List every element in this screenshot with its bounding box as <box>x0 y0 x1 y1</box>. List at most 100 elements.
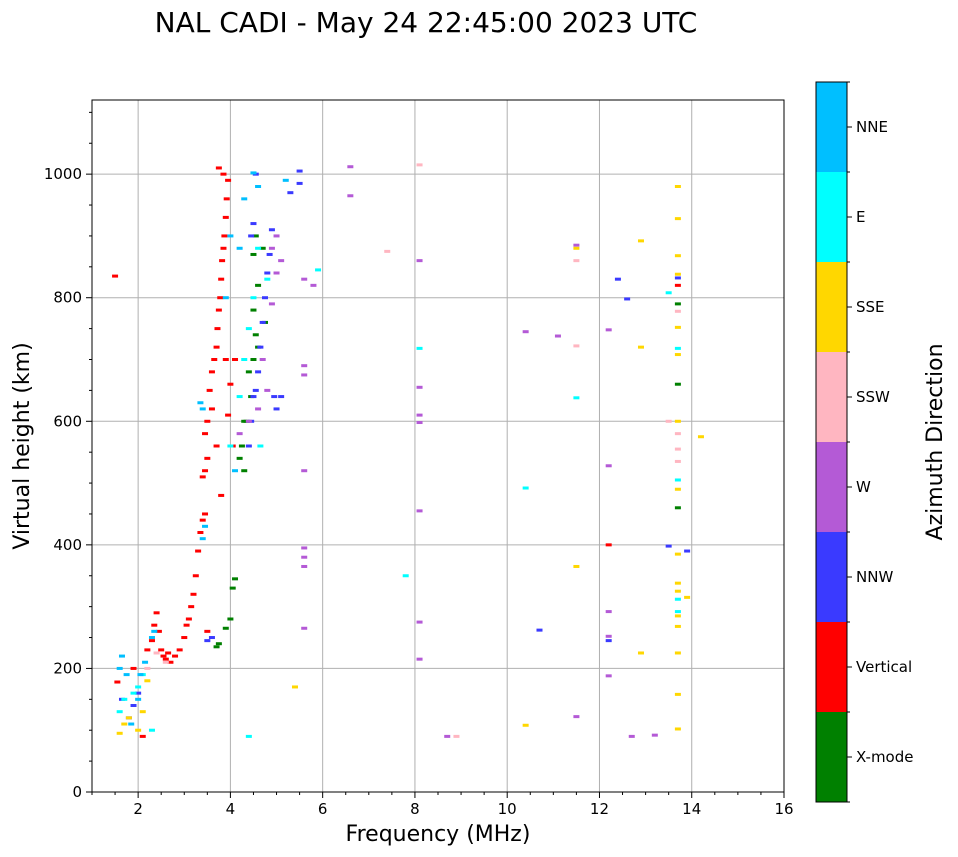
data-point <box>301 555 308 559</box>
data-point <box>614 277 621 281</box>
data-point <box>130 666 137 670</box>
y-tick-label: 1000 <box>44 165 82 183</box>
data-point <box>255 283 262 287</box>
data-point <box>199 518 206 522</box>
data-point <box>153 611 160 615</box>
data-point <box>674 478 681 482</box>
data-point <box>162 660 169 664</box>
x-tick-label: 4 <box>226 800 236 818</box>
data-point <box>674 487 681 491</box>
x-tick-label: 2 <box>133 800 143 818</box>
colorbar-tick-label: X-mode <box>856 748 913 766</box>
data-point <box>199 475 206 479</box>
data-point <box>310 283 317 287</box>
data-point <box>416 163 423 167</box>
data-point <box>255 407 262 411</box>
data-point <box>268 246 275 250</box>
data-point <box>605 328 612 332</box>
data-point <box>213 444 220 448</box>
data-point <box>268 228 275 232</box>
data-point <box>221 234 228 238</box>
data-point <box>262 296 268 300</box>
data-point <box>291 685 298 689</box>
data-point <box>214 327 221 331</box>
data-point <box>204 419 211 423</box>
data-point <box>250 308 257 312</box>
data-point <box>674 432 681 436</box>
data-point <box>197 531 204 534</box>
data-point <box>139 710 146 714</box>
data-point <box>250 358 257 361</box>
data-point <box>416 259 423 263</box>
data-point <box>287 191 294 195</box>
data-point <box>252 333 259 337</box>
data-point <box>118 654 125 658</box>
data-point <box>220 246 227 250</box>
data-point <box>220 172 227 176</box>
data-point <box>167 660 174 664</box>
data-point <box>160 654 167 658</box>
data-point <box>522 330 529 334</box>
data-point <box>135 685 142 689</box>
data-point <box>674 459 681 463</box>
data-point <box>605 464 612 468</box>
data-point <box>674 692 681 696</box>
data-point <box>416 413 423 417</box>
data-point <box>301 469 308 473</box>
data-point <box>674 506 681 510</box>
data-point <box>139 734 146 738</box>
data-point <box>674 597 681 601</box>
data-point <box>347 194 354 198</box>
data-point <box>162 657 169 661</box>
data-point <box>674 217 681 221</box>
data-point <box>151 629 158 633</box>
data-point <box>573 259 580 263</box>
data-point <box>192 574 199 578</box>
colorbar-segment <box>816 172 847 262</box>
data-point <box>153 651 160 655</box>
data-point <box>674 589 681 593</box>
y-axis-label: Virtual height (km) <box>10 342 35 549</box>
data-point <box>208 407 215 411</box>
x-tick-label: 10 <box>498 800 517 818</box>
data-point <box>416 509 423 513</box>
data-point <box>674 419 681 423</box>
colorbar-label: Azimuth Direction <box>923 343 948 540</box>
data-point <box>112 274 119 278</box>
data-point <box>215 642 222 646</box>
data-point <box>674 185 681 188</box>
data-point <box>213 345 220 349</box>
data-point <box>208 636 215 640</box>
data-point <box>674 610 681 614</box>
data-point <box>223 197 230 201</box>
data-point <box>674 272 681 276</box>
data-point <box>573 396 580 400</box>
data-point <box>135 697 142 701</box>
data-point <box>444 734 451 738</box>
data-point <box>144 648 151 652</box>
data-point <box>674 283 681 287</box>
data-point <box>238 444 245 448</box>
data-point <box>125 716 132 720</box>
data-point <box>301 373 308 377</box>
grid-lines <box>92 100 784 792</box>
data-point <box>522 486 529 490</box>
data-point <box>674 382 681 386</box>
data-point <box>278 259 285 263</box>
x-tick-label: 6 <box>318 800 328 818</box>
data-point <box>137 673 144 677</box>
data-point <box>573 243 580 247</box>
data-point <box>218 493 225 497</box>
data-point <box>219 259 226 263</box>
data-point <box>674 325 681 329</box>
data-point <box>301 626 308 630</box>
data-point <box>257 444 264 448</box>
data-point <box>215 166 222 170</box>
data-point <box>165 651 172 655</box>
data-point <box>236 395 243 399</box>
x-axis-label: Frequency (MHz) <box>346 822 531 847</box>
data-point <box>573 564 580 568</box>
data-point <box>151 623 158 627</box>
data-point <box>674 727 681 731</box>
